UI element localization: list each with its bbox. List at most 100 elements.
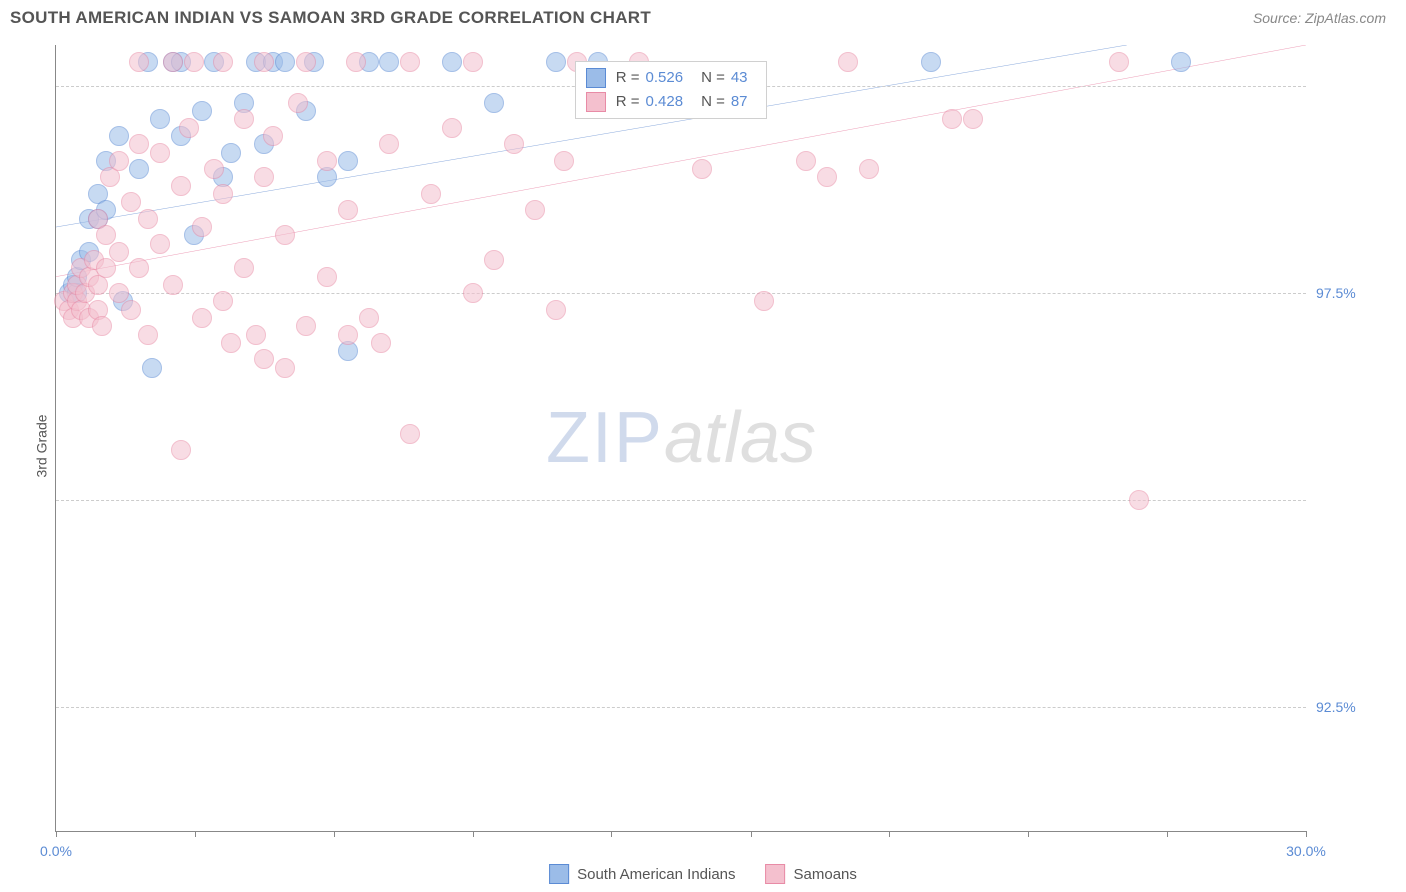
data-point-samoan	[963, 109, 983, 129]
data-point-samoan	[192, 308, 212, 328]
stats-legend-row-samoan: R =0.428N =87	[586, 90, 756, 114]
data-point-samoan	[317, 151, 337, 171]
watermark-atlas: atlas	[664, 398, 816, 478]
data-point-samoan	[254, 52, 274, 72]
grid-line	[56, 707, 1306, 708]
data-point-samoan	[371, 333, 391, 353]
x-tick	[334, 831, 335, 837]
data-point-samoan	[400, 52, 420, 72]
data-point-samoan	[92, 316, 112, 336]
r-label: R =	[616, 93, 640, 110]
data-point-samoan	[234, 258, 254, 278]
data-point-samoan	[213, 291, 233, 311]
chart-source: Source: ZipAtlas.com	[1253, 10, 1386, 26]
x-tick	[1028, 831, 1029, 837]
data-point-samoan	[213, 184, 233, 204]
data-point-samoan	[754, 291, 774, 311]
r-value-samoan: 0.428	[646, 93, 684, 110]
data-point-samoan	[379, 134, 399, 154]
data-point-samoan	[129, 258, 149, 278]
data-point-samoan	[221, 333, 241, 353]
data-point-sai	[150, 109, 170, 129]
x-tick-label: 0.0%	[40, 843, 72, 859]
n-label: N =	[701, 69, 725, 86]
data-point-samoan	[859, 159, 879, 179]
data-point-samoan	[525, 200, 545, 220]
y-tick-label: 92.5%	[1316, 699, 1376, 715]
data-point-samoan	[1129, 490, 1149, 510]
x-tick-label: 30.0%	[1286, 843, 1326, 859]
data-point-samoan	[338, 325, 358, 345]
data-point-samoan	[150, 234, 170, 254]
data-point-samoan	[96, 258, 116, 278]
data-point-samoan	[346, 52, 366, 72]
data-point-sai	[1171, 52, 1191, 72]
data-point-samoan	[442, 118, 462, 138]
data-point-samoan	[109, 242, 129, 262]
data-point-samoan	[234, 109, 254, 129]
legend-bottom: South American Indians Samoans	[549, 864, 857, 884]
data-point-samoan	[163, 275, 183, 295]
data-point-samoan	[296, 52, 316, 72]
data-point-sai	[921, 52, 941, 72]
data-point-samoan	[275, 225, 295, 245]
data-point-samoan	[171, 176, 191, 196]
swatch-sai	[586, 68, 606, 88]
data-point-sai	[546, 52, 566, 72]
data-point-samoan	[129, 134, 149, 154]
data-point-samoan	[296, 316, 316, 336]
data-point-samoan	[838, 52, 858, 72]
chart-header: SOUTH AMERICAN INDIAN VS SAMOAN 3RD GRAD…	[0, 0, 1406, 36]
data-point-samoan	[421, 184, 441, 204]
data-point-samoan	[184, 52, 204, 72]
y-axis-label: 3rd Grade	[34, 414, 50, 477]
grid-line	[56, 500, 1306, 501]
x-tick	[56, 831, 57, 837]
data-point-samoan	[213, 52, 233, 72]
legend-item-sai: South American Indians	[549, 864, 735, 884]
data-point-samoan	[129, 52, 149, 72]
y-tick-label: 97.5%	[1316, 285, 1376, 301]
watermark: ZIPatlas	[546, 397, 816, 479]
x-tick	[473, 831, 474, 837]
data-point-samoan	[1109, 52, 1129, 72]
data-point-sai	[338, 151, 358, 171]
n-value-samoan: 87	[731, 93, 748, 110]
data-point-samoan	[246, 325, 266, 345]
data-point-samoan	[163, 52, 183, 72]
data-point-sai	[192, 101, 212, 121]
stats-legend: R =0.526N =43R =0.428N =87	[575, 61, 767, 119]
data-point-samoan	[796, 151, 816, 171]
chart-title: SOUTH AMERICAN INDIAN VS SAMOAN 3RD GRAD…	[10, 8, 651, 28]
chart-plot-area: ZIPatlas 92.5%97.5%0.0%30.0%R =0.526N =4…	[55, 45, 1306, 832]
swatch-samoan	[586, 92, 606, 112]
data-point-samoan	[504, 134, 524, 154]
data-point-samoan	[288, 93, 308, 113]
data-point-samoan	[192, 217, 212, 237]
legend-label-sai: South American Indians	[577, 866, 735, 883]
data-point-samoan	[138, 209, 158, 229]
data-point-samoan	[179, 118, 199, 138]
r-value-sai: 0.526	[646, 69, 684, 86]
legend-label-samoan: Samoans	[794, 866, 857, 883]
data-point-sai	[109, 126, 129, 146]
data-point-samoan	[263, 126, 283, 146]
data-point-sai	[221, 143, 241, 163]
n-value-sai: 43	[731, 69, 748, 86]
swatch-sai	[549, 864, 569, 884]
stats-legend-row-sai: R =0.526N =43	[586, 66, 756, 90]
data-point-samoan	[204, 159, 224, 179]
data-point-samoan	[484, 250, 504, 270]
data-point-samoan	[109, 151, 129, 171]
data-point-sai	[379, 52, 399, 72]
x-tick	[751, 831, 752, 837]
data-point-samoan	[254, 349, 274, 369]
data-point-sai	[142, 358, 162, 378]
data-point-samoan	[338, 200, 358, 220]
grid-line	[56, 293, 1306, 294]
watermark-zip: ZIP	[546, 398, 664, 478]
x-tick	[889, 831, 890, 837]
data-point-samoan	[359, 308, 379, 328]
data-point-samoan	[121, 300, 141, 320]
data-point-samoan	[138, 325, 158, 345]
